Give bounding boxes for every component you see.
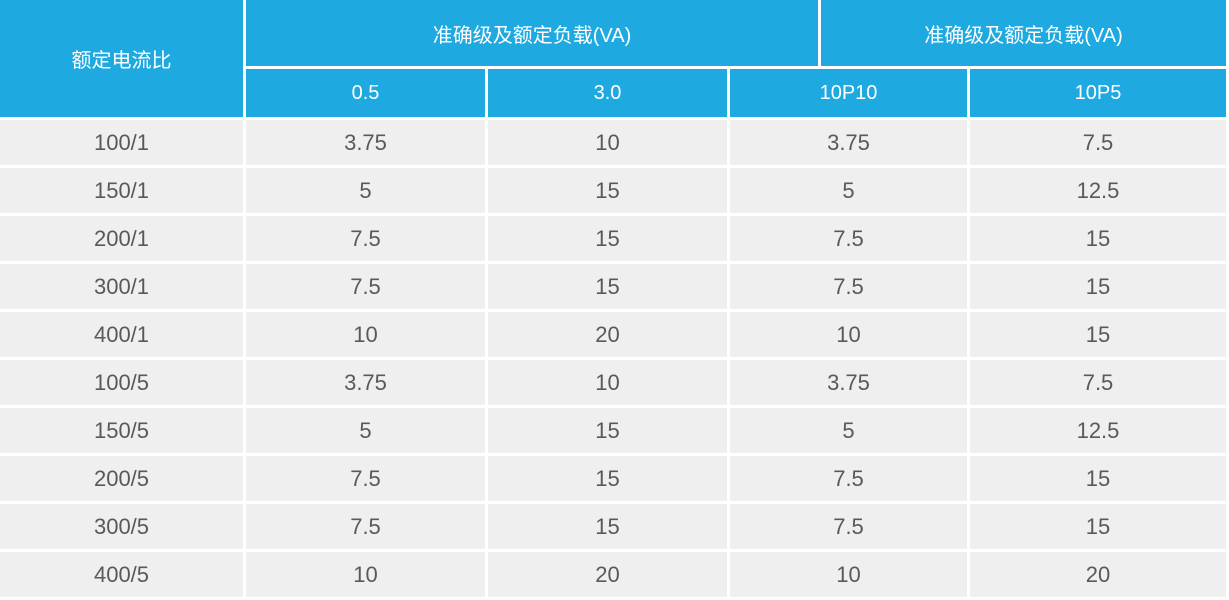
row-ratio-cell: 150/5	[0, 408, 243, 453]
table-cell: 7.5	[970, 120, 1226, 165]
table-cell: 3.75	[246, 120, 485, 165]
table-cell: 7.5	[730, 504, 967, 549]
table-cell: 5	[730, 168, 967, 213]
column-header-3.0: 3.0	[488, 69, 727, 117]
table-cell: 20	[488, 552, 727, 597]
table-cell: 20	[970, 552, 1226, 597]
group-header-right: 准确级及额定负载(VA)	[821, 0, 1226, 66]
row-ratio-cell: 300/1	[0, 264, 243, 309]
row-ratio-cell: 300/5	[0, 504, 243, 549]
row-ratio-cell: 200/5	[0, 456, 243, 501]
table-cell: 10	[246, 312, 485, 357]
table-cell: 7.5	[246, 216, 485, 261]
table-cell: 15	[488, 168, 727, 213]
table-cell: 5	[246, 408, 485, 453]
table-cell: 3.75	[730, 120, 967, 165]
table-cell: 15	[488, 264, 727, 309]
table-cell: 7.5	[730, 216, 967, 261]
table-cell: 3.75	[246, 360, 485, 405]
table-cell: 7.5	[730, 456, 967, 501]
table-cell: 3.75	[730, 360, 967, 405]
group-header-left: 准确级及额定负载(VA)	[246, 0, 818, 66]
table-cell: 10	[730, 312, 967, 357]
row-ratio-cell: 100/5	[0, 360, 243, 405]
table-cell: 15	[488, 216, 727, 261]
table-cell: 5	[730, 408, 967, 453]
table-cell: 12.5	[970, 168, 1226, 213]
table-cell: 7.5	[246, 264, 485, 309]
table-cell: 15	[488, 504, 727, 549]
table-cell: 10	[488, 360, 727, 405]
table-cell: 15	[970, 456, 1226, 501]
table-cell: 7.5	[246, 456, 485, 501]
column-header-0.5: 0.5	[246, 69, 485, 117]
column-header-10P10: 10P10	[730, 69, 967, 117]
table-cell: 7.5	[246, 504, 485, 549]
row-ratio-cell: 100/1	[0, 120, 243, 165]
table-cell: 10	[488, 120, 727, 165]
table-cell: 10	[246, 552, 485, 597]
table-cell: 10	[730, 552, 967, 597]
table-body: 100/1 3.75 10 3.75 7.5 150/1 5 15 5 12.5…	[0, 120, 1226, 597]
row-ratio-cell: 150/1	[0, 168, 243, 213]
column-header-10P5: 10P5	[970, 69, 1226, 117]
row-ratio-cell: 400/1	[0, 312, 243, 357]
row-ratio-cell: 400/5	[0, 552, 243, 597]
table-cell: 15	[970, 216, 1226, 261]
row-ratio-cell: 200/1	[0, 216, 243, 261]
table-cell: 15	[970, 312, 1226, 357]
table-cell: 15	[488, 408, 727, 453]
table-cell: 15	[488, 456, 727, 501]
table-cell: 7.5	[730, 264, 967, 309]
table-cell: 20	[488, 312, 727, 357]
table-cell: 5	[246, 168, 485, 213]
corner-header-rated-current-ratio: 额定电流比	[0, 0, 243, 117]
table-cell: 15	[970, 504, 1226, 549]
table-cell: 7.5	[970, 360, 1226, 405]
table-cell: 12.5	[970, 408, 1226, 453]
table-cell: 15	[970, 264, 1226, 309]
